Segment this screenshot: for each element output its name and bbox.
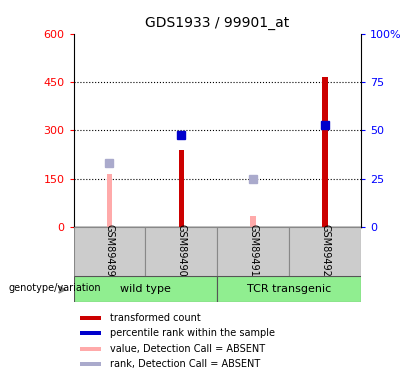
Bar xyxy=(218,276,361,302)
Text: transformed count: transformed count xyxy=(110,313,200,323)
Text: GSM89491: GSM89491 xyxy=(248,224,258,277)
Bar xyxy=(80,316,101,320)
Bar xyxy=(74,227,145,276)
Text: rank, Detection Call = ABSENT: rank, Detection Call = ABSENT xyxy=(110,359,260,369)
Text: GSM89490: GSM89490 xyxy=(176,224,186,277)
Text: TCR transgenic: TCR transgenic xyxy=(247,284,331,294)
Title: GDS1933 / 99901_at: GDS1933 / 99901_at xyxy=(145,16,289,30)
Bar xyxy=(218,227,289,276)
Bar xyxy=(323,77,328,227)
Bar xyxy=(80,346,101,351)
Text: GSM89492: GSM89492 xyxy=(320,224,330,277)
Bar xyxy=(145,227,218,276)
Bar xyxy=(74,276,218,302)
Bar xyxy=(107,174,112,227)
Text: GSM89489: GSM89489 xyxy=(105,224,115,277)
Text: wild type: wild type xyxy=(120,284,171,294)
Bar xyxy=(250,216,256,227)
Bar xyxy=(289,227,361,276)
Bar xyxy=(178,150,184,227)
Text: genotype/variation: genotype/variation xyxy=(8,283,101,293)
Text: percentile rank within the sample: percentile rank within the sample xyxy=(110,328,275,338)
Bar xyxy=(80,362,101,366)
Text: value, Detection Call = ABSENT: value, Detection Call = ABSENT xyxy=(110,344,265,354)
Bar xyxy=(80,331,101,336)
